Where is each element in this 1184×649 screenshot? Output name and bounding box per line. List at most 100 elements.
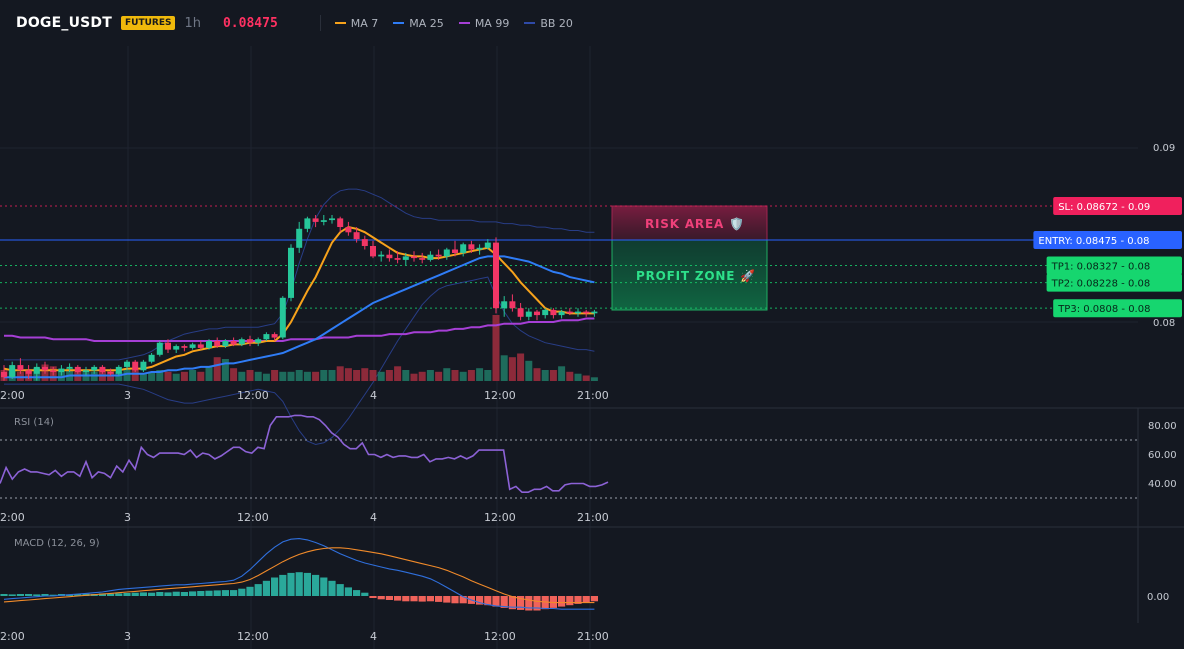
macd-histogram-bar (533, 596, 541, 611)
volume-bar (320, 370, 328, 381)
macd-histogram-bar (492, 596, 500, 607)
volume-bar (246, 370, 254, 381)
candle-body (542, 309, 549, 316)
candle-body (288, 247, 294, 298)
candle-body (312, 218, 319, 222)
volume-bar (566, 371, 574, 381)
macd-histogram-bar (312, 574, 320, 596)
volume-bar (541, 370, 549, 381)
candle (33, 363, 40, 381)
volume-bar (213, 357, 221, 381)
legend-ma7[interactable]: MA 7 (334, 17, 378, 30)
volume-bar (426, 370, 434, 381)
take-profit-tag-2: TP2: 0.08228 - 0.08 (1046, 273, 1182, 292)
macd-histogram-bar (287, 572, 295, 596)
candle-body (206, 341, 212, 348)
candle-body (115, 366, 122, 374)
candle-body (558, 311, 565, 316)
macd-tick-label: 0.00 (1147, 592, 1169, 603)
macd-histogram-bar (25, 594, 33, 596)
candle-body (583, 311, 590, 314)
candle-body (296, 228, 303, 248)
macd-line (3, 538, 595, 610)
candle-body (25, 370, 32, 374)
macd-histogram-bar (344, 587, 352, 596)
rsi-tick-label: 60.00 (1148, 450, 1177, 461)
macd-histogram-bar (320, 577, 328, 596)
candle (558, 309, 565, 319)
volume-bar (139, 373, 147, 381)
candle (345, 221, 352, 236)
macd-histogram-bar (271, 577, 279, 596)
legend-ma25[interactable]: MA 25 (393, 17, 444, 30)
volume-bar (197, 371, 205, 381)
time-axis-macd[interactable]: 2:00 3 12:00 4 12:00 21:00 (0, 630, 609, 643)
time-axis-main[interactable]: 2:00 3 12:00 4 12:00 21:00 (0, 389, 609, 402)
candle-body (353, 232, 360, 240)
candle (206, 339, 212, 350)
time-tick-label: 21:00 (577, 630, 609, 643)
macd-histogram-bar (164, 592, 172, 596)
candle-body (370, 246, 376, 257)
macd-histogram-bar (500, 596, 508, 608)
time-tick-label: 4 (370, 630, 377, 643)
timeframe-selector[interactable]: 1h (184, 15, 201, 31)
macd-histogram-bar (221, 590, 229, 596)
candle (296, 221, 303, 253)
macd-pane[interactable]: MACD (12, 26, 9) 0.00 2:00 3 12:00 4 12:… (0, 538, 1169, 643)
candle (435, 249, 442, 260)
volume-bar (295, 370, 303, 381)
candle (419, 252, 426, 264)
symbol-name[interactable]: DOGE_USDT (16, 15, 112, 31)
candle-body (427, 254, 434, 260)
candle (476, 244, 483, 255)
volume-bar (525, 360, 533, 381)
time-tick-label: 2:00 (0, 511, 25, 524)
candle-body (247, 339, 253, 343)
candle (550, 308, 557, 319)
legend-ma99[interactable]: MA 99 (458, 17, 509, 30)
candle (189, 342, 196, 350)
time-axis-rsi[interactable]: 2:00 3 12:00 4 12:00 21:00 (0, 511, 609, 524)
candle-body (509, 301, 516, 309)
volume-bar (443, 368, 451, 381)
volume-bar (582, 375, 590, 381)
candle (353, 227, 360, 243)
rsi-pane[interactable]: RSI (14) 80.00 60.00 40.00 2:00 3 12:00 … (0, 414, 1177, 524)
macd-histogram-bar (410, 596, 418, 602)
candle (83, 366, 89, 376)
volume-bar (180, 371, 188, 381)
legend-ma99-swatch (458, 22, 470, 24)
price-axis[interactable]: 0.09 0.08 (1153, 143, 1175, 329)
entry-tag-text: ENTRY: 0.08475 - 0.08 (1038, 236, 1149, 247)
candle-body (263, 334, 270, 340)
trade-zones: RISK AREA 🛡️ PROFIT ZONE 🚀 (611, 205, 768, 311)
macd-histogram-bar (541, 596, 549, 610)
volume-bar (262, 373, 270, 381)
candle (50, 366, 57, 376)
macd-histogram-bar (98, 593, 106, 596)
macd-histogram-bar (295, 572, 303, 596)
candle-body (361, 239, 368, 246)
volume-bar (164, 371, 172, 381)
candle (74, 365, 81, 374)
candle (566, 308, 573, 316)
candle (517, 303, 524, 321)
volume-bar (508, 357, 516, 381)
candle-body (132, 361, 139, 371)
legend-bb20[interactable]: BB 20 (524, 17, 573, 30)
volume-bar (238, 371, 246, 381)
volume-bar (221, 359, 229, 381)
candle (17, 358, 24, 374)
candle (148, 353, 155, 364)
volume-bar (271, 370, 279, 381)
time-tick-label: 4 (370, 389, 377, 402)
candle-body (468, 244, 475, 250)
volume-bar (230, 368, 238, 381)
macd-histogram-bar (525, 596, 533, 611)
risk-area-box[interactable] (611, 205, 768, 241)
candle (361, 235, 368, 250)
legend-ma25-label: MA 25 (409, 16, 444, 30)
